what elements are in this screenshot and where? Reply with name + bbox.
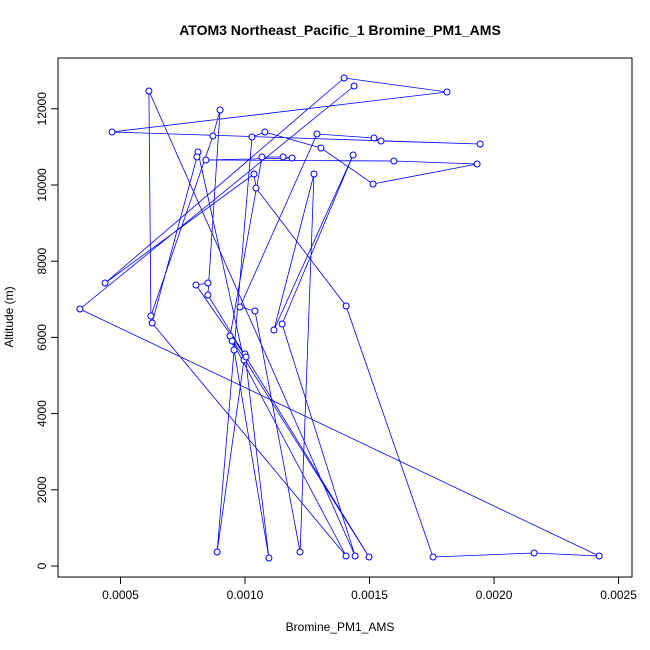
data-point xyxy=(250,170,258,178)
data-point xyxy=(365,553,373,561)
data-point xyxy=(270,326,278,334)
data-point xyxy=(147,312,155,320)
y-tick-label: 6000 xyxy=(35,324,49,351)
data-point xyxy=(476,140,484,148)
y-tick-label: 4000 xyxy=(35,400,49,427)
data-point xyxy=(242,353,250,361)
data-point xyxy=(145,87,153,95)
data-point xyxy=(377,137,385,145)
data-point xyxy=(216,106,224,114)
data-point xyxy=(230,346,238,354)
data-point xyxy=(258,153,266,161)
y-tick-label: 10000 xyxy=(35,168,49,202)
chart-title: ATOM3 Northeast_Pacific_1 Bromine_PM1_AM… xyxy=(179,22,501,38)
y-axis-label: Altitude (m) xyxy=(2,286,16,347)
data-point xyxy=(209,132,217,140)
data-point xyxy=(473,160,481,168)
data-point xyxy=(248,133,256,141)
data-point xyxy=(236,303,244,311)
data-point xyxy=(204,279,212,287)
data-point xyxy=(193,153,201,161)
data-line xyxy=(79,77,600,559)
x-tick-label: 0.0015 xyxy=(351,588,388,602)
data-point xyxy=(76,305,84,313)
data-point xyxy=(349,151,357,159)
data-point xyxy=(265,554,273,562)
data-point xyxy=(101,279,109,287)
data-point xyxy=(313,130,321,138)
data-point xyxy=(192,281,200,289)
data-point xyxy=(148,319,156,327)
data-point xyxy=(204,291,212,299)
y-tick-label: 8000 xyxy=(35,248,49,275)
y-tick-label: 12000 xyxy=(35,92,49,126)
data-point xyxy=(429,553,437,561)
data-point xyxy=(443,88,451,96)
data-point xyxy=(317,144,325,152)
data-point xyxy=(213,548,221,556)
data-point xyxy=(278,320,286,328)
data-point xyxy=(108,128,116,136)
data-point xyxy=(279,153,287,161)
data-point xyxy=(370,134,378,142)
y-tick-label: 2000 xyxy=(35,476,49,503)
data-point xyxy=(369,180,377,188)
x-tick-label: 0.0025 xyxy=(600,588,637,602)
data-point xyxy=(252,184,260,192)
data-point xyxy=(351,552,359,560)
data-point xyxy=(342,552,350,560)
data-point xyxy=(340,74,348,82)
x-tick-label: 0.0020 xyxy=(476,588,513,602)
data-point xyxy=(595,552,603,560)
data-point xyxy=(342,302,350,310)
data-point xyxy=(390,157,398,165)
x-axis-label: Bromine_PM1_AMS xyxy=(286,620,395,634)
x-tick-label: 0.0005 xyxy=(102,588,139,602)
data-point xyxy=(350,82,358,90)
data-point xyxy=(202,156,210,164)
data-point xyxy=(288,154,296,162)
x-tick-label: 0.0010 xyxy=(227,588,264,602)
y-tick-label: 0 xyxy=(35,562,49,569)
data-point xyxy=(310,170,318,178)
data-point xyxy=(228,337,236,345)
data-point xyxy=(296,548,304,556)
data-point xyxy=(251,307,259,315)
data-point xyxy=(530,549,538,557)
data-point xyxy=(261,128,269,136)
